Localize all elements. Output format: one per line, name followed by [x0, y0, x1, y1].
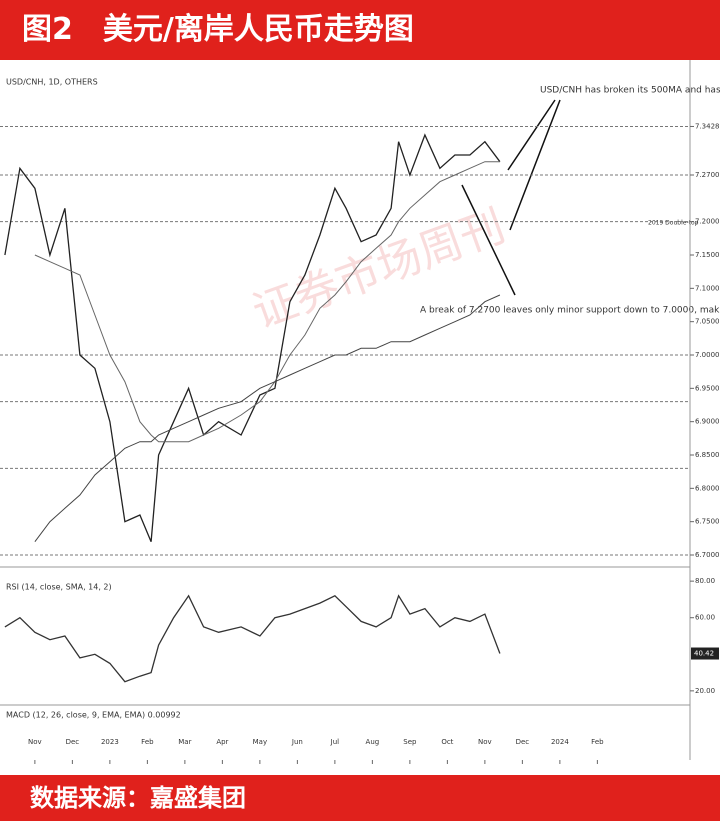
annotation: 2019 Double-top: [648, 220, 699, 227]
arrow: [461, 184, 516, 296]
value-label: 40.42: [694, 650, 714, 658]
x-tick-label: Jul: [330, 738, 340, 746]
annotation: A break of 7.2700 leaves only minor supp…: [420, 306, 720, 316]
x-tick-label: Feb: [141, 738, 154, 746]
series-line: [4, 133, 501, 542]
y-tick-label: 60.00: [695, 614, 715, 622]
y-tick-label: 7.0000: [695, 351, 720, 359]
x-tick-label: Mar: [178, 738, 191, 746]
x-tick-label: Apr: [216, 738, 228, 746]
x-tick-label: Jun: [291, 738, 303, 746]
x-tick-label: Dec: [66, 738, 80, 746]
figure-title: 图2 美元/离岸人民币走势图: [0, 0, 720, 60]
rsi-title: RSI (14, close, SMA, 14, 2): [6, 583, 112, 592]
annotation: USD/CNH has broken its 500MA and has alr…: [540, 86, 720, 96]
plot-bg: [0, 60, 720, 775]
y-tick-label: 6.9500: [695, 384, 720, 392]
x-tick-label: Feb: [591, 738, 604, 746]
y-tick-label: 7.2700: [695, 171, 720, 179]
x-tick-label: Aug: [366, 738, 380, 746]
y-tick-label: 7.1500: [695, 251, 720, 259]
x-tick-label: 2023: [101, 738, 119, 746]
y-tick-label: 7.0500: [695, 318, 720, 326]
y-tick-label: 6.7000: [695, 551, 720, 559]
chart: 证券市场周刊 USD/CNH, 1D, OTHERS USD/CNH has b…: [0, 60, 720, 775]
y-tick-label: 6.8000: [695, 484, 720, 492]
y-tick-label: 6.7500: [695, 518, 720, 526]
y-tick-label: 7.1000: [695, 284, 720, 292]
x-tick-label: Nov: [28, 738, 42, 746]
series-line: [4, 594, 501, 683]
arrow: [507, 99, 556, 171]
y-tick-label: 7.2000: [695, 218, 720, 226]
x-tick-label: Oct: [441, 738, 453, 746]
x-tick-label: Sep: [403, 738, 417, 746]
y-tick-label: 20.00: [695, 687, 715, 695]
macd-label: MACD (12, 26, close, 9, EMA, EMA) 0.0099…: [6, 711, 181, 720]
x-tick-label: Nov: [478, 738, 492, 746]
value-box: [691, 647, 719, 660]
x-tick-label: Dec: [516, 738, 530, 746]
y-tick-label: 6.9000: [695, 418, 720, 426]
x-tick-label: 2024: [551, 738, 569, 746]
series-line: [34, 294, 501, 542]
chart-subtitle: USD/CNH, 1D, OTHERS: [6, 78, 98, 87]
y-tick-label: 6.8500: [695, 451, 720, 459]
y-tick-label: 7.3428: [695, 122, 720, 130]
source: 数据来源：嘉盛集团: [0, 775, 720, 821]
x-tick-label: May: [253, 738, 267, 746]
arrow: [509, 99, 561, 231]
y-tick-label: 80.00: [695, 577, 715, 585]
